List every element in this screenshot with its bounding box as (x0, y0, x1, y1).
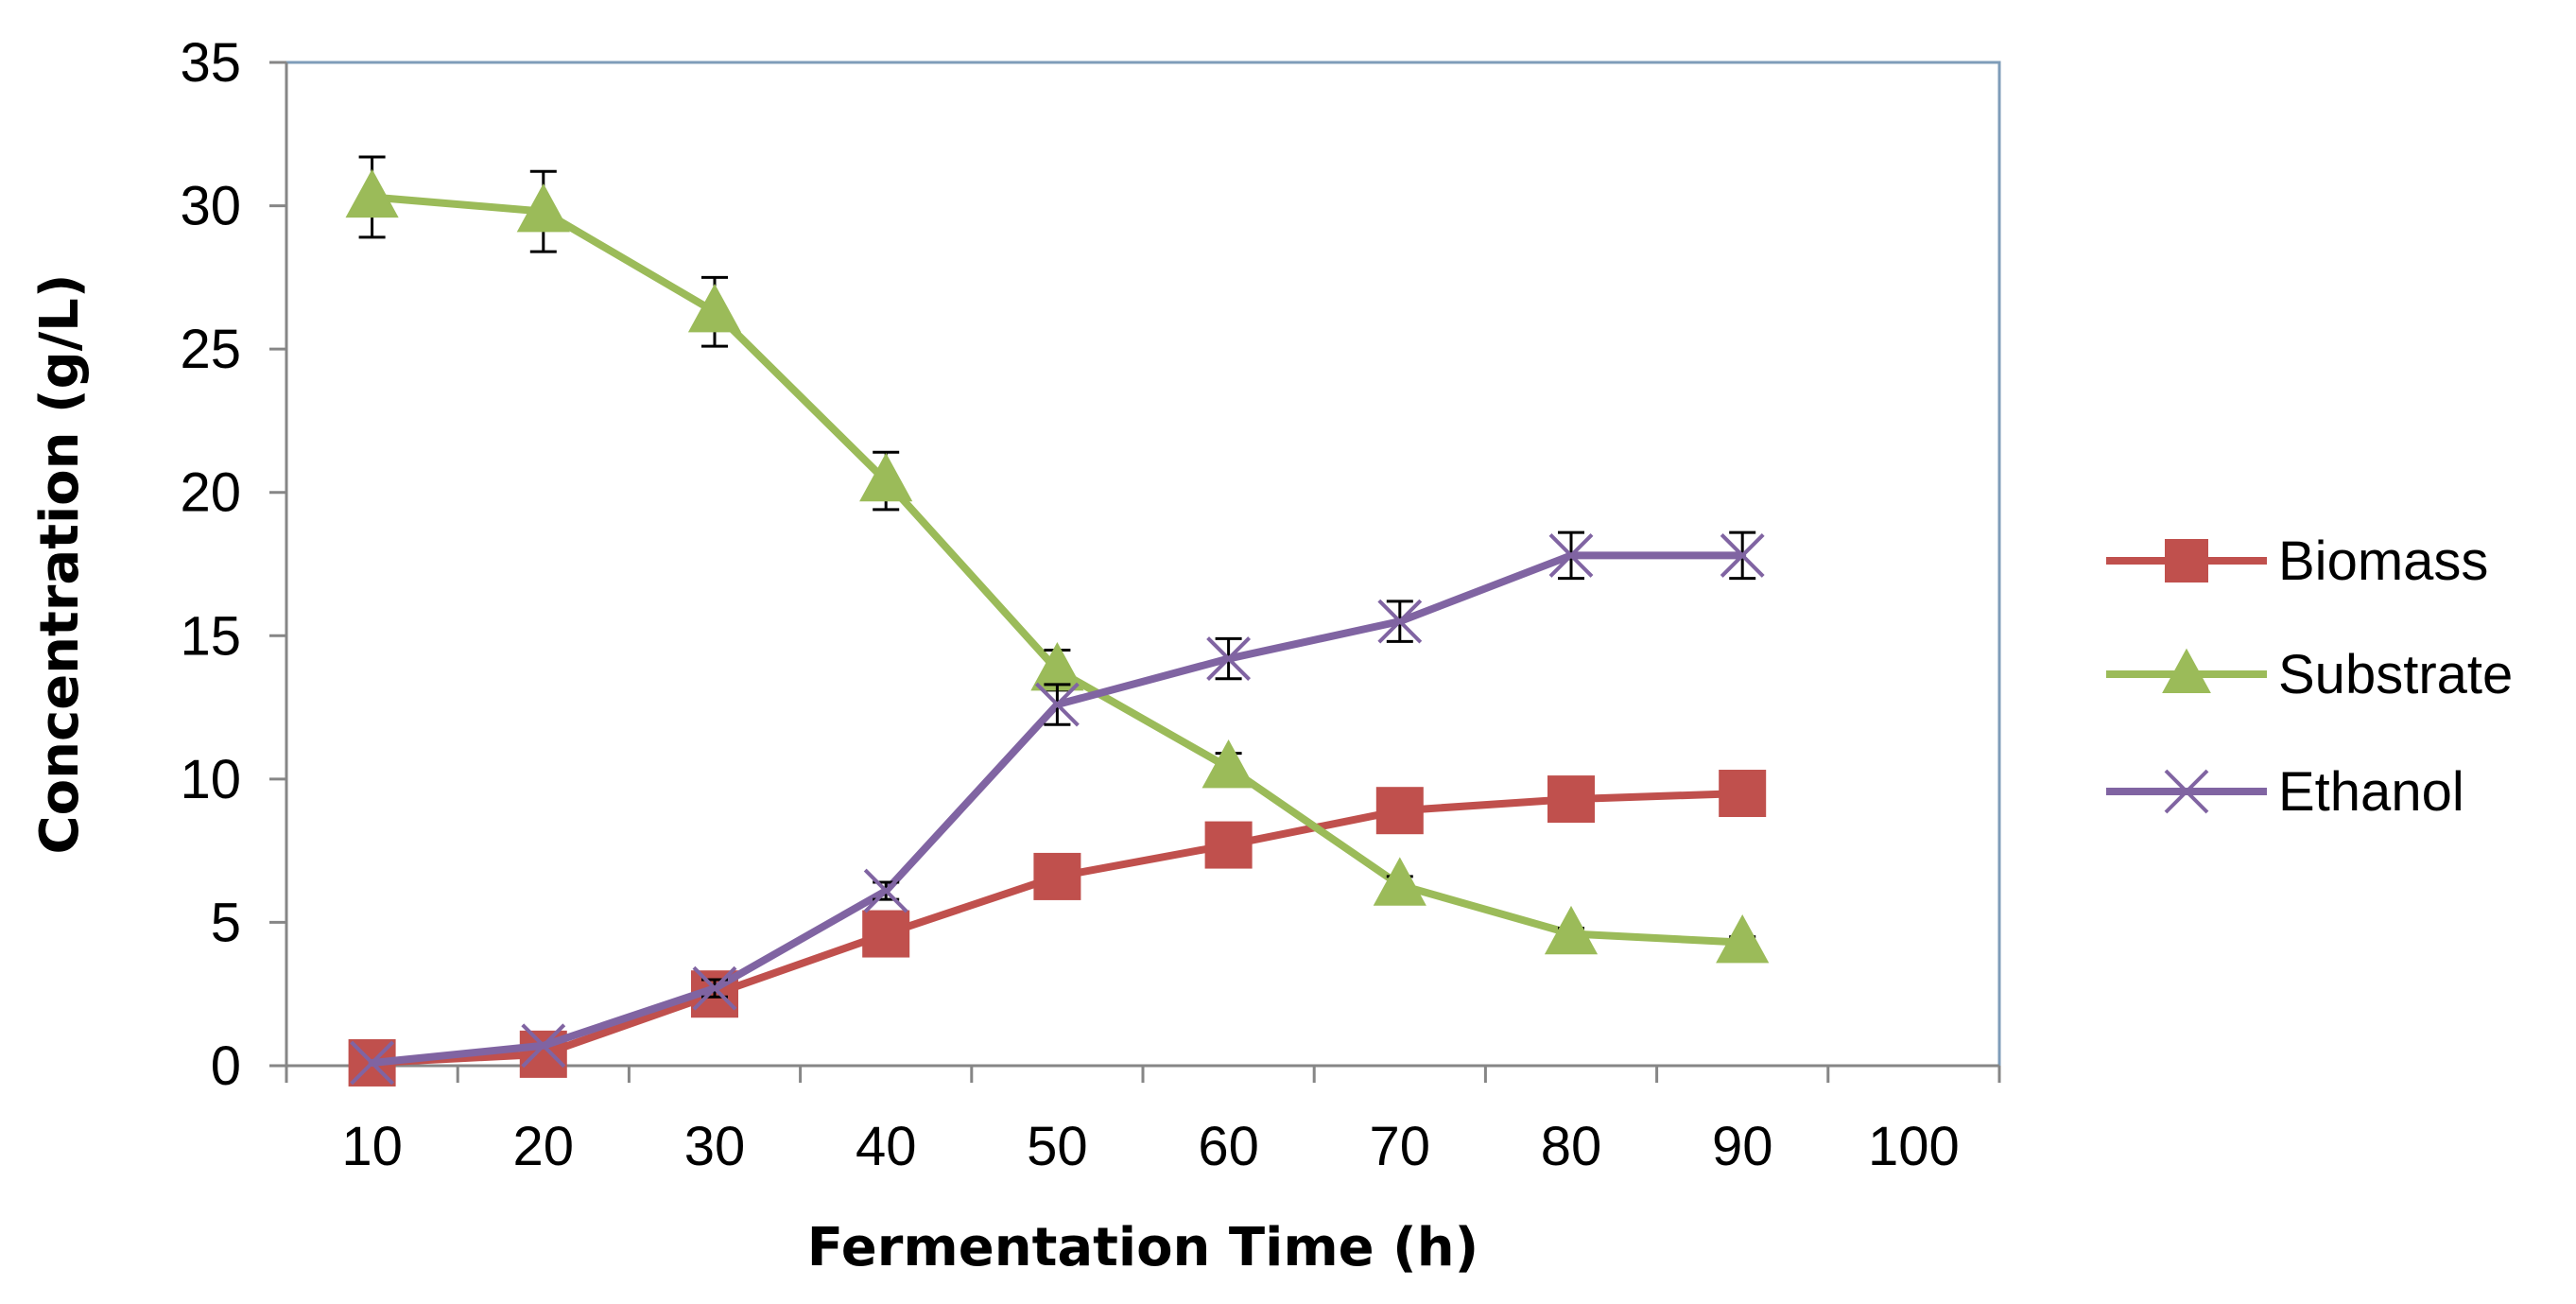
ethanol-point-stroke (1034, 682, 1080, 727)
ethanol-point (1206, 636, 1252, 681)
ethanol-point (863, 868, 908, 913)
legend-label-substrate: Substrate (2278, 644, 2513, 705)
substrate-point (1544, 905, 1599, 955)
biomass-line (368, 790, 1747, 1067)
substrate-point (516, 183, 570, 233)
x-tick-label: 70 (1370, 1116, 1431, 1177)
substrate-point (1202, 739, 1255, 789)
x-tick-label: 90 (1712, 1116, 1773, 1177)
legend-label-biomass: Biomass (2278, 530, 2488, 592)
ethanol-point (692, 965, 737, 1011)
x-tick-label: 40 (856, 1116, 917, 1177)
y-tick-label: 10 (180, 749, 241, 810)
ethanol-point-stroke (863, 868, 908, 913)
x-tick-label: 50 (1027, 1116, 1088, 1177)
ethanol-point (1034, 682, 1080, 727)
legend: Biomass Substrate Ethanol (2106, 530, 2513, 823)
ethanol-line (368, 551, 1747, 1067)
substrate-point (345, 168, 399, 218)
biomass-point (1033, 852, 1081, 900)
y-axis-title: Concentration (g/L) (29, 274, 91, 855)
y-tick-label: 35 (180, 32, 241, 94)
legend-marker-ethanol (2164, 769, 2209, 814)
ethanol-point-stroke (1720, 532, 1765, 578)
biomass-series (348, 770, 1767, 1087)
biomass-point (1375, 787, 1424, 835)
legend-marker-biomass (2165, 539, 2208, 582)
ethanol-series (350, 530, 1765, 1086)
x-tick-label: 60 (1198, 1116, 1259, 1177)
biomass-point (1204, 821, 1253, 869)
substrate-point (1716, 913, 1770, 964)
y-tick-label: 20 (180, 462, 241, 524)
biomass-point (1719, 770, 1767, 818)
ethanol-point-stroke (1377, 599, 1423, 644)
ethanol-point-stroke (1206, 636, 1252, 681)
x-tick-label: 30 (684, 1116, 746, 1177)
substrate-point (859, 452, 913, 502)
x-tick-label: 100 (1868, 1116, 1960, 1177)
legend-item-ethanol: Ethanol (2106, 761, 2464, 823)
legend-marker-substrate (2162, 648, 2211, 693)
biomass-point (862, 910, 910, 958)
y-tick-label: 0 (211, 1035, 241, 1097)
y-tick-label: 25 (180, 319, 241, 380)
ethanol-point (1720, 532, 1765, 578)
x-tick-label: 10 (341, 1116, 403, 1177)
ethanol-point (1377, 599, 1423, 644)
substrate-series (345, 155, 1770, 964)
ethanol-point (521, 1023, 566, 1069)
legend-label-ethanol: Ethanol (2278, 761, 2464, 823)
ethanol-point-stroke (350, 1040, 395, 1086)
y-tick-label: 5 (211, 892, 241, 953)
y-tick-label: 15 (180, 605, 241, 667)
ethanol-point-stroke (692, 965, 737, 1011)
biomass-point (1547, 775, 1595, 824)
x-axis-title: Fermentation Time (h) (807, 1217, 1478, 1278)
y-tick-label: 30 (180, 176, 241, 237)
substrate-point (687, 284, 742, 333)
legend-item-substrate: Substrate (2106, 644, 2513, 705)
ethanol-point (1548, 532, 1594, 578)
legend-item-biomass: Biomass (2106, 530, 2488, 592)
substrate-point (1373, 857, 1426, 906)
legend-marker-ethanol-stroke (2164, 769, 2209, 814)
ethanol-point-stroke (521, 1023, 566, 1069)
x-tick-label: 80 (1541, 1116, 1602, 1177)
ethanol-point (350, 1040, 395, 1086)
x-tick-label: 20 (513, 1116, 575, 1177)
ethanol-point-stroke (1548, 532, 1594, 578)
